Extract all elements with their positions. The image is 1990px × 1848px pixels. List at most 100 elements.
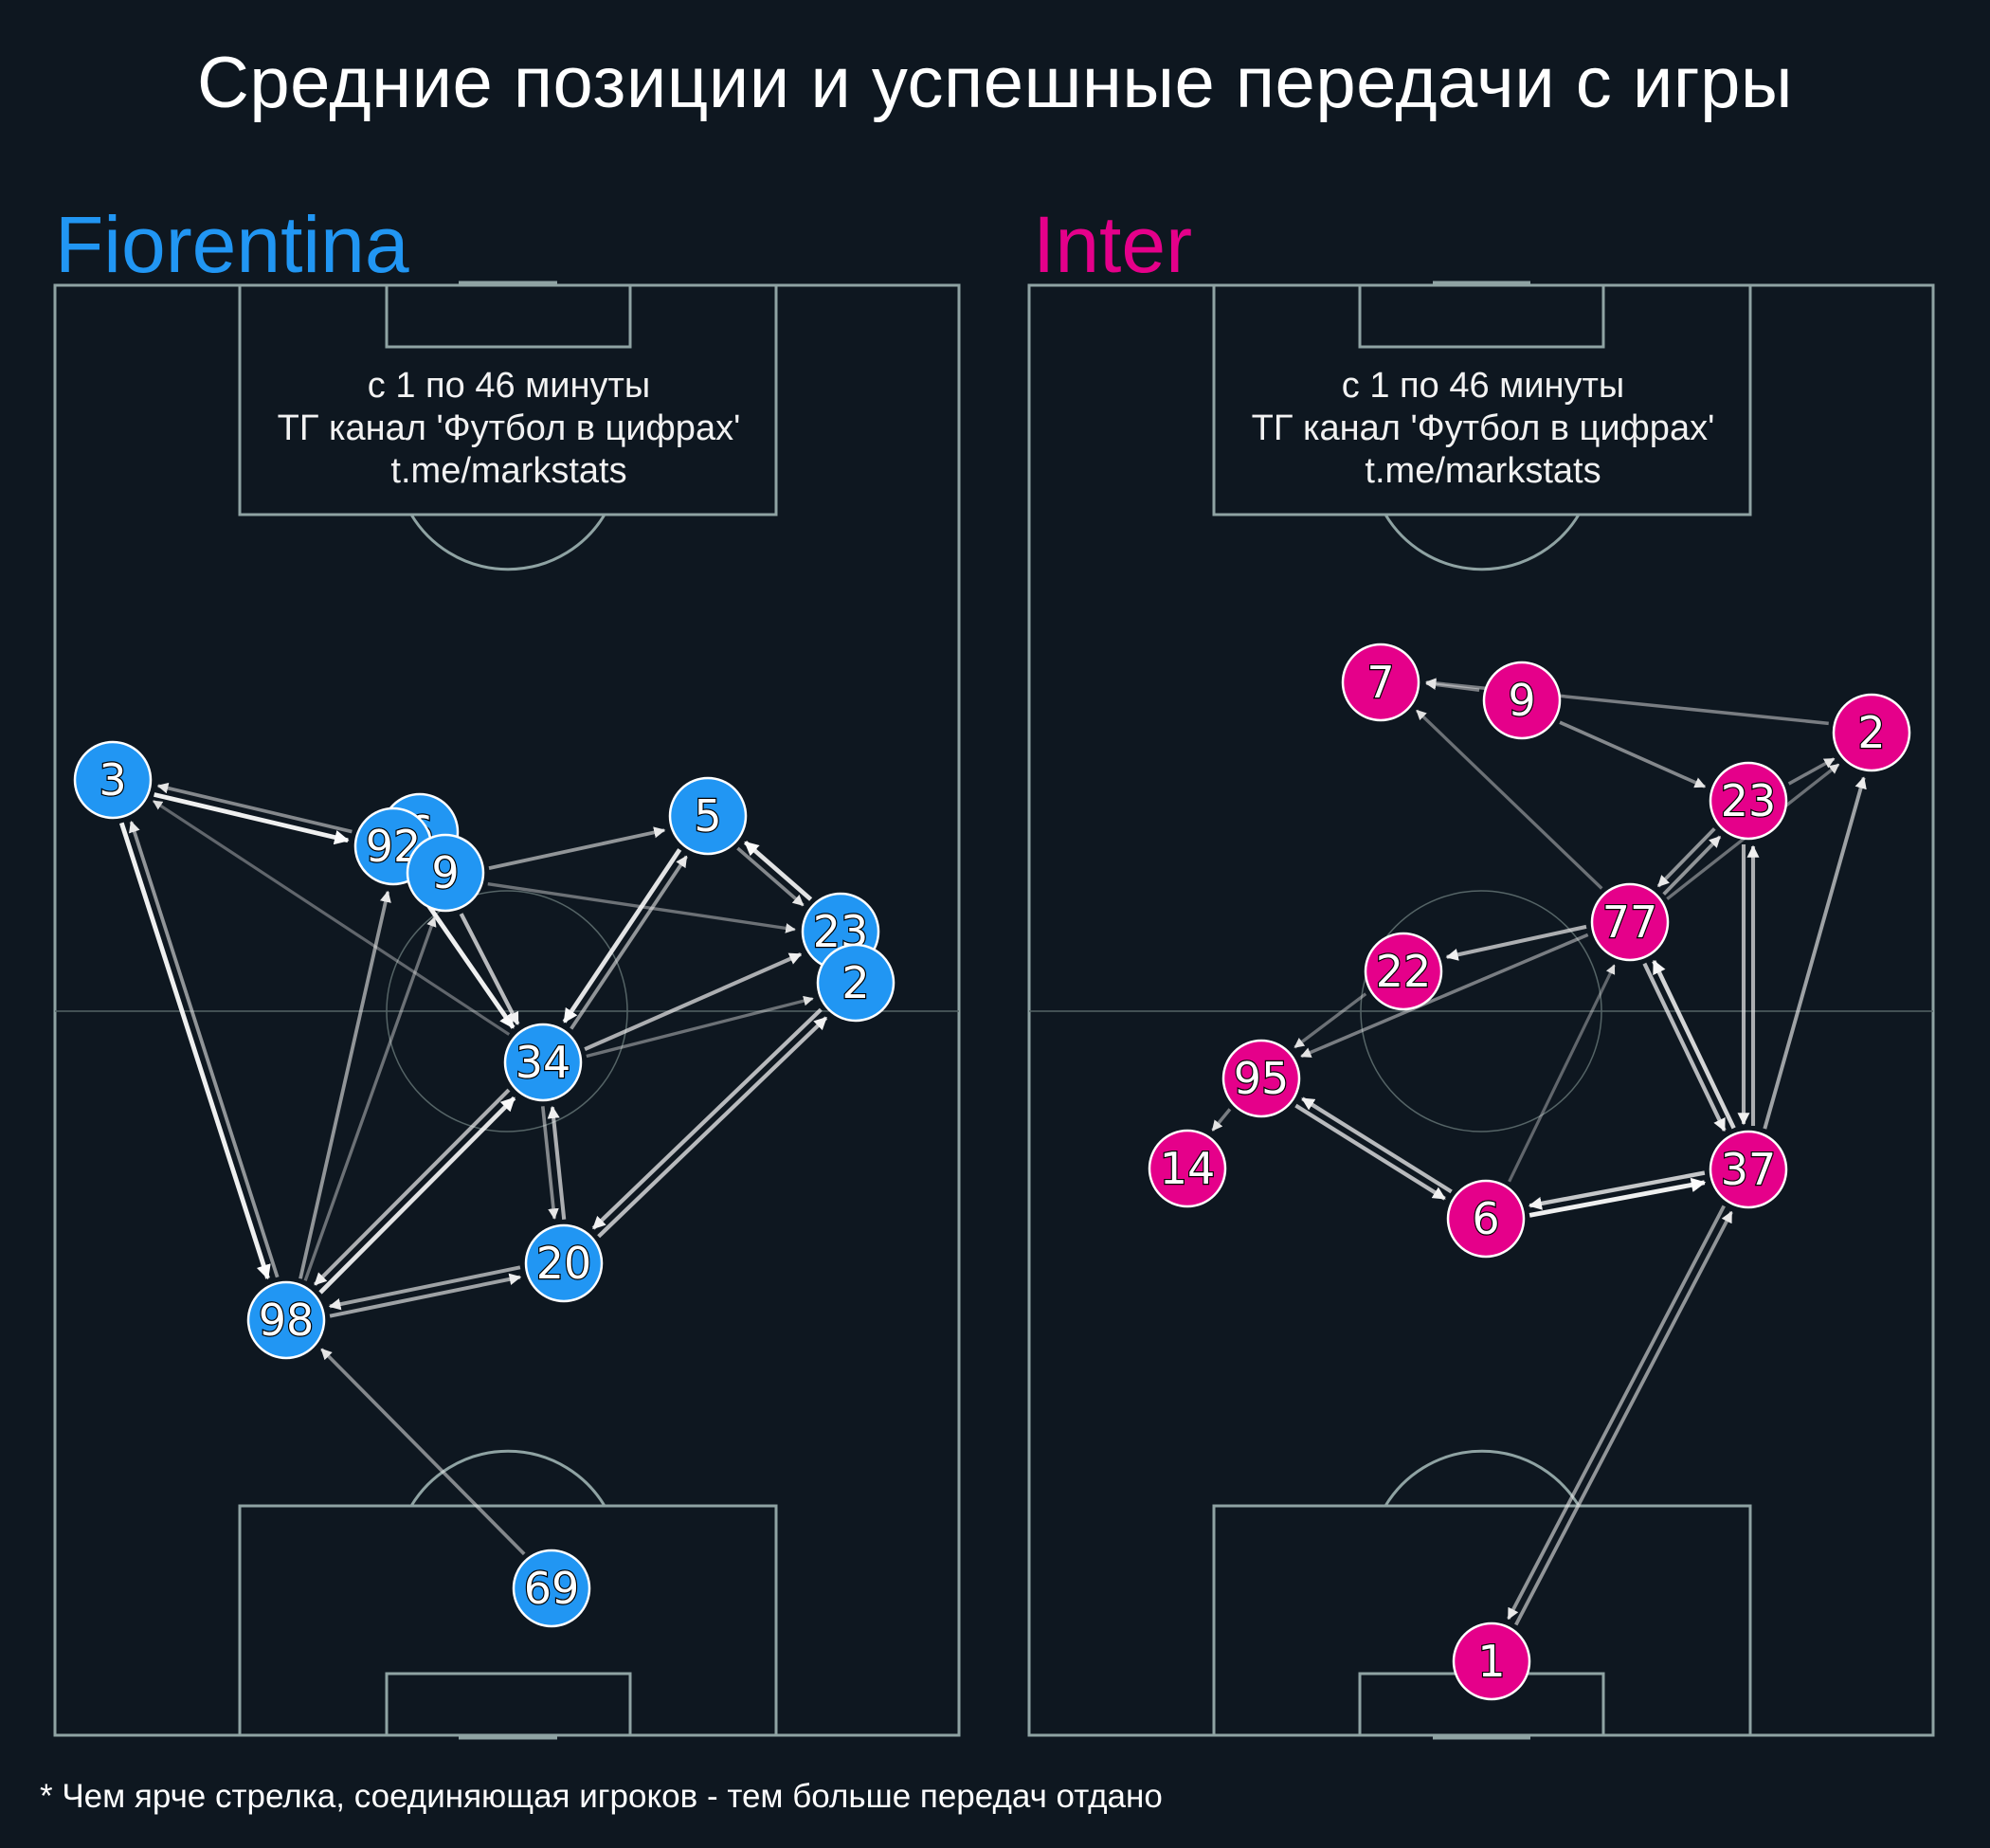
player-number: 95 — [1234, 1053, 1290, 1104]
pitch-fiorentina: 36929523234209869 — [53, 281, 961, 1740]
pass-arrow-2-to-20 — [591, 1007, 823, 1230]
pass-arrow-37-to-1 — [1507, 1205, 1726, 1621]
pass-arrow-20-to-34 — [547, 1105, 567, 1220]
player-number: 34 — [516, 1037, 571, 1088]
player-marker-1: 1 — [1452, 1622, 1531, 1701]
pass-arrow-3-to-98 — [118, 822, 271, 1280]
player-marker-22: 22 — [1364, 932, 1443, 1011]
pass-arrow-34-to-5 — [570, 855, 689, 1030]
pass-arrow-92-to-3 — [156, 782, 353, 834]
pass-arrow-9-to-23 — [1559, 720, 1707, 788]
pass-arrow-20-to-98 — [328, 1265, 521, 1311]
pass-arrow-98-to-3 — [128, 821, 280, 1278]
player-circle — [1148, 1129, 1227, 1208]
player-number: 1 — [1477, 1636, 1505, 1687]
pass-arrow-23-to-5 — [743, 840, 813, 901]
player-marker-34: 34 — [503, 1023, 583, 1102]
pass-arrow-34-to-98 — [313, 1088, 511, 1286]
pass-arrow-34-to-20 — [540, 1106, 559, 1220]
pass-arrow-98-to-92 — [298, 890, 391, 1279]
player-circle — [1590, 882, 1670, 962]
pass-arrow-3-to-92 — [154, 792, 350, 845]
pass-arrow-37-to-77 — [1652, 959, 1736, 1130]
pass-arrow-6-to-95 — [1301, 1096, 1453, 1194]
player-marker-6: 6 — [1446, 1179, 1526, 1259]
player-number: 2 — [1857, 707, 1885, 758]
player-number: 5 — [694, 790, 721, 842]
player-number: 3 — [99, 754, 126, 806]
pass-arrow-5-to-23 — [736, 846, 805, 907]
pass-arrow-37-to-6 — [1528, 1170, 1706, 1210]
player-circle — [1221, 1039, 1301, 1118]
pass-arrow-77-to-95 — [1300, 933, 1589, 1059]
player-circle — [512, 1549, 591, 1628]
player-marker-2: 2 — [816, 943, 896, 1023]
team-name-fiorentina: Fiorentina — [55, 200, 409, 289]
caption-line: ТГ канал 'Футбол в цифрах' — [277, 408, 741, 448]
pass-arrow-77-to-23 — [1662, 835, 1722, 896]
pass-arrow-22-to-95 — [1294, 992, 1367, 1049]
caption-line: с 1 по 46 минуты — [1341, 366, 1625, 406]
pass-arrow-98-to-34 — [318, 1096, 516, 1295]
pass-arrow-77-to-22 — [1445, 924, 1587, 961]
caption-line: с 1 по 46 минуты — [367, 366, 651, 406]
pass-arrow-95-to-6 — [1294, 1103, 1446, 1201]
pass-arrow-6-to-77 — [1508, 964, 1616, 1183]
player-marker-95: 95 — [1221, 1039, 1301, 1118]
player-circle — [1709, 761, 1788, 841]
player-circle — [73, 740, 153, 820]
player-circle — [1709, 1130, 1788, 1209]
player-circle — [503, 1023, 583, 1102]
pass-arrow-37-to-2 — [1763, 776, 1867, 1130]
player-marker-3: 3 — [73, 740, 153, 820]
player-number: 20 — [536, 1238, 592, 1289]
pass-arrow-9-to-34 — [459, 913, 520, 1025]
pass-arrow-34-to-2 — [586, 995, 814, 1059]
players-fiorentina: 36929523234209869 — [73, 740, 896, 1628]
player-circle — [668, 776, 748, 856]
player-marker-69: 69 — [512, 1549, 591, 1628]
pass-arrow-77-to-37 — [1642, 962, 1727, 1132]
caption-line: ТГ канал 'Футбол в цифрах' — [1251, 408, 1715, 448]
player-number: 37 — [1721, 1144, 1777, 1195]
player-marker-9: 9 — [1482, 661, 1562, 740]
passes-fiorentina — [118, 782, 828, 1556]
player-number: 9 — [431, 847, 459, 898]
player-circle — [1452, 1622, 1531, 1701]
footnote: * Чем ярче стрелка, соединяющая игроков … — [40, 1778, 1163, 1815]
player-number: 9 — [1508, 675, 1535, 726]
player-marker-2: 2 — [1832, 693, 1911, 772]
player-number: 22 — [1376, 946, 1432, 997]
player-marker-23: 23 — [1709, 761, 1788, 841]
player-circle — [1341, 643, 1420, 722]
passes-inter — [1211, 678, 1867, 1626]
player-marker-37: 37 — [1709, 1130, 1788, 1209]
player-number: 6 — [1472, 1193, 1499, 1244]
caption-fiorentina: с 1 по 46 минуты ТГ канал 'Футбол в цифр… — [149, 365, 869, 493]
player-number: 7 — [1366, 657, 1394, 708]
player-marker-5: 5 — [668, 776, 748, 856]
main-title: Средние позиции и успешные передачи с иг… — [197, 43, 1793, 123]
player-number: 69 — [524, 1563, 580, 1614]
pass-arrow-69-to-98 — [320, 1348, 526, 1556]
player-marker-14: 14 — [1148, 1129, 1227, 1208]
player-marker-9: 9 — [406, 833, 485, 913]
player-number: 77 — [1602, 897, 1658, 948]
pass-arrow-34-to-3 — [152, 799, 511, 1036]
pass-arrow-6-to-37 — [1529, 1177, 1707, 1218]
caption-line: t.me/markstats — [390, 451, 627, 491]
pass-arrow-34-to-23 — [584, 952, 803, 1051]
player-number: 98 — [259, 1295, 315, 1346]
pass-arrow-77-to-7 — [1415, 709, 1603, 890]
players-inter: 7 9 2 23 77 22 95 14 6 37 1 — [1148, 643, 1911, 1701]
player-number: 23 — [1721, 775, 1777, 826]
pass-arrow-5-to-34 — [562, 848, 682, 1024]
player-marker-98: 98 — [246, 1280, 326, 1360]
player-circle — [406, 833, 485, 913]
player-number: 2 — [841, 957, 869, 1008]
player-marker-7: 7 — [1341, 643, 1420, 722]
caption-line: t.me/markstats — [1365, 451, 1601, 491]
player-marker-20: 20 — [524, 1223, 604, 1303]
pitch-inter: 7 9 2 23 77 22 95 14 6 37 1 — [1027, 281, 1935, 1740]
